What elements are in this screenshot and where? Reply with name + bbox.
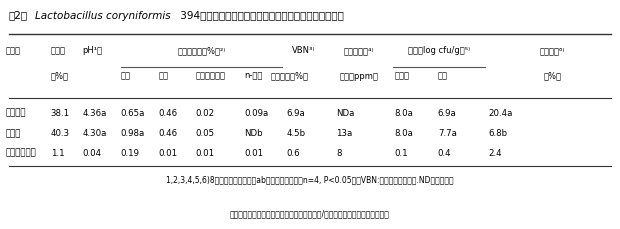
Text: 2.4: 2.4	[488, 149, 502, 158]
Text: 0.04: 0.04	[82, 149, 102, 158]
Text: 4.36a: 4.36a	[82, 109, 107, 118]
Text: VBN³⁾: VBN³⁾	[292, 46, 316, 55]
Text: 0.09a: 0.09a	[244, 109, 268, 118]
Text: 乳酸菌: 乳酸菌	[6, 46, 21, 55]
Text: （%）: （%）	[51, 71, 69, 81]
Text: 0.01: 0.01	[244, 149, 264, 158]
Text: 13a: 13a	[337, 129, 353, 139]
Text: 6.8b: 6.8b	[488, 129, 507, 139]
Text: 乾物率: 乾物率	[51, 46, 66, 55]
Text: 乳酸: 乳酸	[121, 71, 131, 81]
Text: 菌数（log cfu/g）⁵⁾: 菌数（log cfu/g）⁵⁾	[408, 46, 470, 55]
Text: カビ汚染⁶⁾: カビ汚染⁶⁾	[540, 46, 565, 55]
Text: NDb: NDb	[244, 129, 263, 139]
Text: 7.7a: 7.7a	[438, 129, 457, 139]
Text: 0.4: 0.4	[438, 149, 451, 158]
Text: ロイテリン⁴⁾: ロイテリン⁴⁾	[344, 46, 374, 55]
Text: 38.1: 38.1	[51, 109, 70, 118]
Text: 4.5b: 4.5b	[286, 129, 306, 139]
Text: 酢酸: 酢酸	[158, 71, 168, 81]
Text: 6.9a: 6.9a	[286, 109, 306, 118]
Text: 40.3: 40.3	[51, 129, 70, 139]
Text: 表2．: 表2．	[9, 11, 28, 21]
Text: 1,2,3,4,5,6)8ヶ月間貯蔵後の値．ab間に有意差あり（n=4, P<0.05）．VBN:揮発性塩基態窒素.ND：不検出．: 1,2,3,4,5,6)8ヶ月間貯蔵後の値．ab間に有意差あり（n=4, P<0…	[166, 176, 454, 185]
Text: カビ汚染：（カビに汚染された部位の重量）/（ロールベール全体の重量）．: カビ汚染：（カビに汚染された部位の重量）/（ロールベール全体の重量）．	[230, 210, 390, 219]
Text: 0.46: 0.46	[158, 109, 177, 118]
Text: 0.01: 0.01	[195, 149, 215, 158]
Text: NDa: NDa	[337, 109, 355, 118]
Text: 394株を接種した稲発酵粗飼料ロールベールの発酵品質: 394株を接種した稲発酵粗飼料ロールベールの発酵品質	[177, 11, 343, 21]
Text: （全窒素中%）: （全窒素中%）	[271, 71, 309, 81]
Text: 1.1: 1.1	[51, 149, 64, 158]
Text: pH¹⧸: pH¹⧸	[82, 46, 103, 55]
Text: 乳酸菌: 乳酸菌	[394, 71, 409, 81]
Text: 4.30a: 4.30a	[82, 129, 107, 139]
Text: （標準誤差）: （標準誤差）	[6, 149, 37, 158]
Text: 8.0a: 8.0a	[394, 129, 413, 139]
Text: 20.4a: 20.4a	[488, 109, 513, 118]
Text: 0.46: 0.46	[158, 129, 177, 139]
Text: プロピオン酸: プロピオン酸	[195, 71, 225, 81]
Text: 0.65a: 0.65a	[121, 109, 145, 118]
Text: 0.05: 0.05	[195, 129, 215, 139]
Text: 8: 8	[337, 149, 342, 158]
Text: Lactobacillus coryniformis: Lactobacillus coryniformis	[35, 11, 171, 21]
Text: 0.19: 0.19	[121, 149, 140, 158]
Text: n-酪酸: n-酪酸	[244, 71, 263, 81]
Text: 8.0a: 8.0a	[394, 109, 413, 118]
Text: 有機酸（原物%）²⁾: 有機酸（原物%）²⁾	[177, 46, 226, 55]
Text: 0.02: 0.02	[195, 109, 215, 118]
Text: 接種区: 接種区	[6, 129, 21, 139]
Text: 酵母: 酵母	[438, 71, 448, 81]
Text: （原物ppm）: （原物ppm）	[340, 71, 379, 81]
Text: （%）: （%）	[544, 71, 562, 81]
Text: 0.01: 0.01	[158, 149, 177, 158]
Text: 無添加区: 無添加区	[6, 109, 26, 118]
Text: 0.6: 0.6	[286, 149, 300, 158]
Text: 0.98a: 0.98a	[121, 129, 145, 139]
Text: 0.1: 0.1	[394, 149, 408, 158]
Text: 6.9a: 6.9a	[438, 109, 456, 118]
